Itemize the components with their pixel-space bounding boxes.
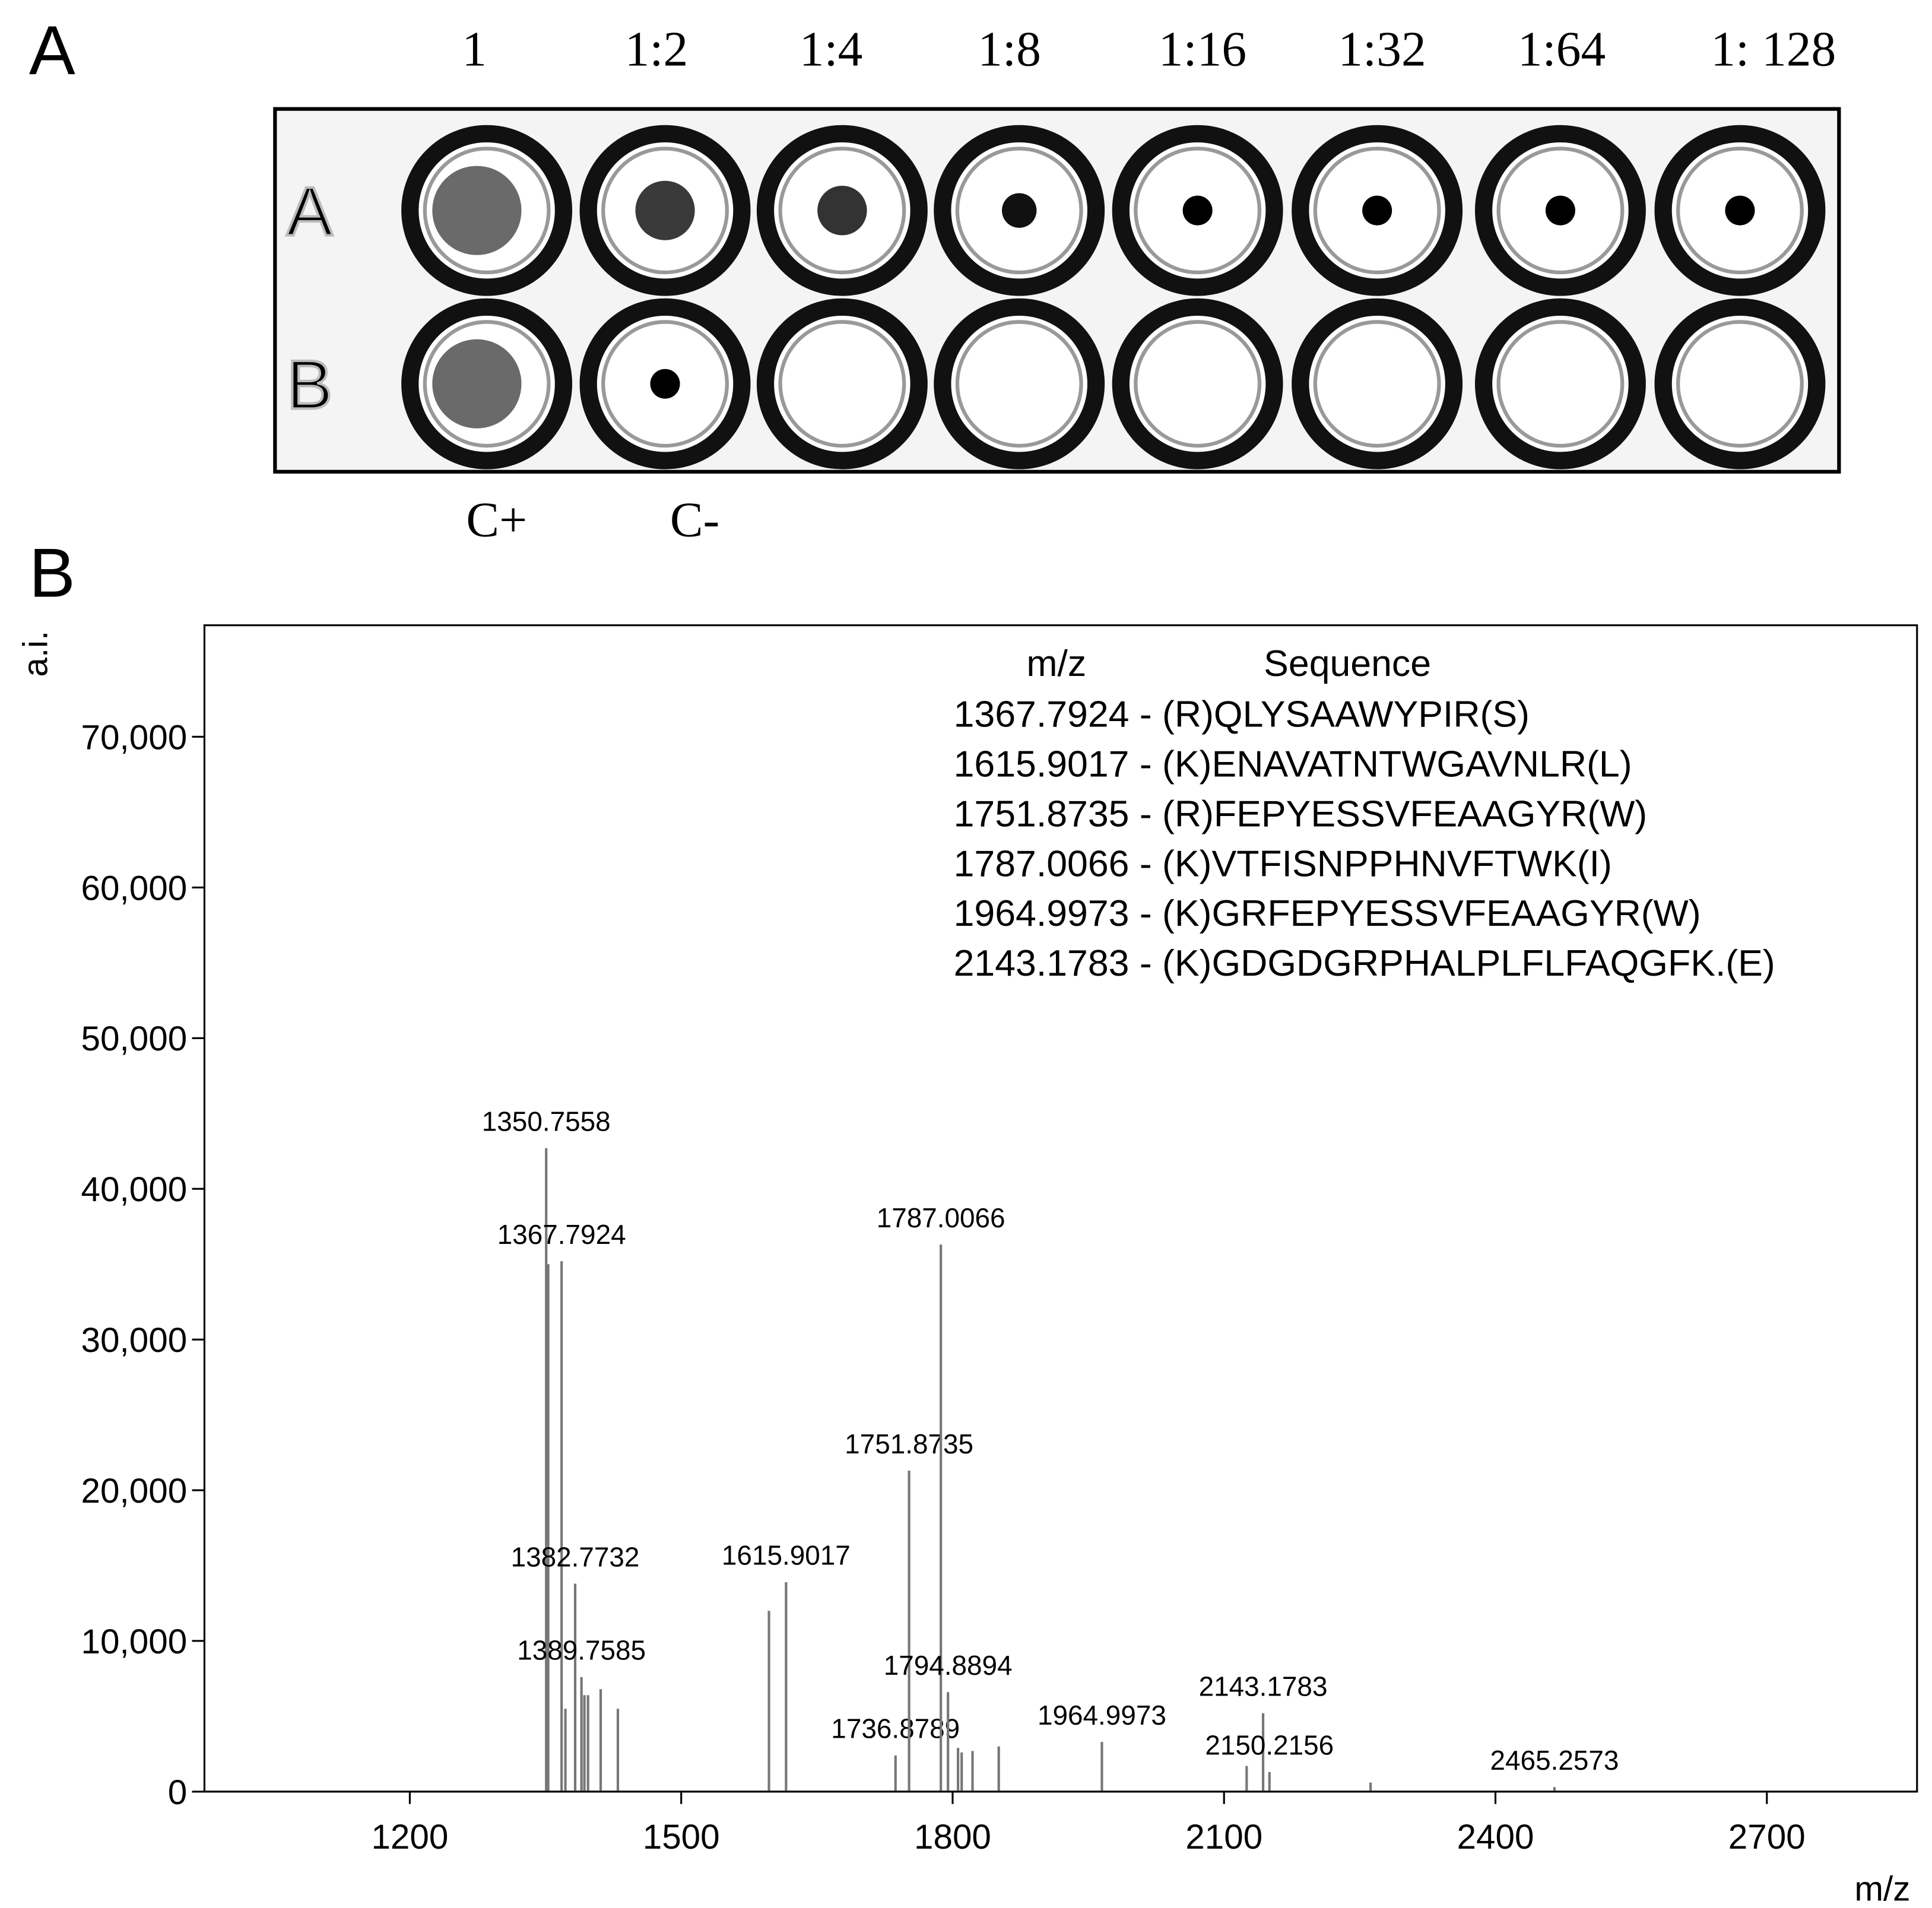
y-tick-label: 0 [168,1773,187,1812]
table-row: 1964.9973 - (K)GRFEPYESSVFEAAGYR(W) [954,893,1701,934]
plate-row-label: A [287,172,333,250]
peak-label: 1787.0066 [877,1202,1005,1233]
dilution-label: 1:4 [800,23,863,77]
x-tick-label: 1800 [914,1818,991,1856]
well-inner [1676,320,1804,448]
well-dot [432,166,522,255]
well-dot [817,185,867,236]
peak-label: 1350.7558 [482,1106,611,1136]
dilution-label: 1: 128 [1711,23,1836,77]
table-row: 1367.7924 - (R)QLYSAAWYPIR(S) [954,694,1530,735]
well-inner [955,320,1083,448]
y-tick-label: 10,000 [81,1623,188,1661]
dilution-label: 1 [462,23,487,77]
well-dot [1545,195,1575,226]
peak-label: 2143.1783 [1199,1671,1328,1702]
well-inner [1313,320,1441,448]
table-row: 1787.0066 - (K)VTFISNPPHNVFTWK(I) [954,843,1612,884]
y-tick-label: 70,000 [81,718,188,757]
well-dot [650,369,680,399]
table-row: 1615.9017 - (K)ENAVATNTWGAVNLR(L) [954,744,1632,785]
table-header: m/z [1026,643,1086,684]
peak-label: 2150.2156 [1205,1730,1334,1761]
x-tick-label: 2700 [1728,1818,1806,1856]
peak-label: 1382.7732 [511,1541,640,1572]
table-header: Sequence [1264,643,1431,684]
peak-label: 1964.9973 [1038,1700,1166,1731]
well-inner [778,320,906,448]
x-tick-label: 1200 [371,1818,448,1856]
peak-label: 1615.9017 [722,1540,851,1571]
well-dot [1725,195,1755,226]
well-dot [635,180,695,240]
x-tick-label: 1500 [643,1818,720,1856]
plate-wells [401,125,1826,469]
table-row: 1751.8735 - (R)FEPYESSVFEAAGYR(W) [954,793,1647,834]
peak-label: 1751.8735 [845,1428,973,1459]
y-axis-label: a.i. [16,631,55,677]
dilution-label: 1:2 [625,23,689,77]
peak-label: 1389.7585 [517,1635,646,1666]
well-dot [1182,195,1213,226]
panel-label: A [29,11,75,89]
x-axis-label: m/z [1854,1869,1910,1908]
y-tick-label: 20,000 [81,1472,188,1510]
y-tick-label: 60,000 [81,869,188,907]
plot: 0 10,000 20,000 30,000 40,000 50,000 60,000 70,… [16,631,1917,1908]
well-dot [1002,193,1037,228]
control-label: C+ [466,493,527,547]
peak-label: 1736.8789 [831,1713,960,1744]
well-dot [1362,195,1392,226]
y-tick-label: 50,000 [81,1020,188,1058]
peak-label: 1794.8894 [884,1650,1013,1681]
dilution-label: 1:16 [1159,23,1246,77]
well-inner [1134,320,1262,448]
panel-label: B [29,534,75,612]
y-tick-label: 40,000 [81,1170,188,1209]
control-label: C- [670,493,719,547]
dilution-label: 1:32 [1338,23,1426,77]
peak-label: 2465.2573 [1490,1745,1619,1776]
well-dot [432,339,522,428]
x-tick-label: 2100 [1185,1818,1262,1856]
dilution-label: 1:8 [978,23,1041,77]
x-tick-label: 2400 [1457,1818,1534,1856]
y-tick-label: 30,000 [81,1321,188,1360]
peak-label: 1367.7924 [497,1219,626,1250]
table-row: 2143.1783 - (K)GDGDGRPHALPLFLFAQGFK.(E) [954,942,1775,984]
well-inner [1496,320,1625,448]
plate-row-label: B [287,345,333,423]
dilution-label: 1:64 [1518,23,1606,77]
